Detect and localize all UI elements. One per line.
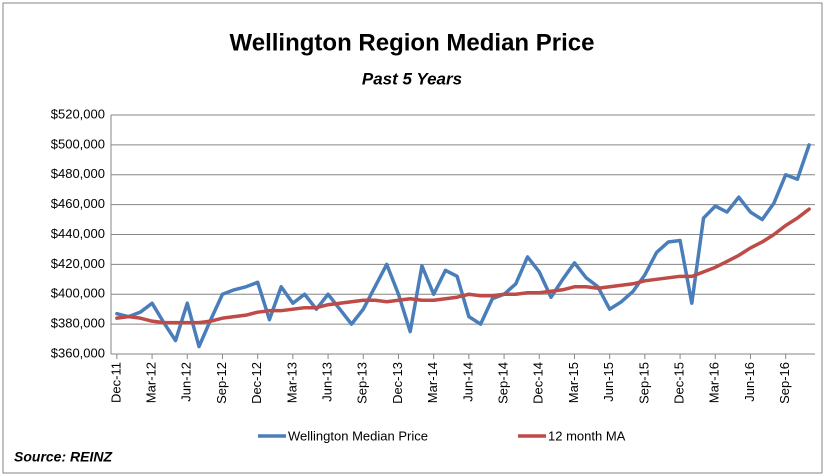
chart-title: Wellington Region Median Price: [230, 29, 595, 56]
x-tick-label: Jun-14: [460, 362, 475, 402]
x-tick-label: Mar-16: [707, 362, 722, 403]
x-tick-label: Sep-16: [777, 362, 792, 404]
x-tick-label: Dec-13: [390, 362, 405, 404]
x-tick-label: Mar-15: [566, 362, 581, 403]
x-tick-label: Jun-16: [742, 362, 757, 402]
x-tick-label: Sep-12: [214, 362, 229, 404]
y-tick-label: $460,000: [51, 196, 105, 211]
legend-label: 12 month MA: [548, 428, 626, 443]
source-note: Source: REINZ: [14, 449, 112, 465]
x-tick-label: Sep-14: [496, 362, 511, 404]
y-tick-label: $480,000: [51, 166, 105, 181]
x-tick-label: Dec-11: [108, 362, 123, 403]
y-tick-label: $360,000: [51, 345, 105, 360]
x-tick-label: Jun-15: [601, 362, 616, 402]
y-tick-label: $520,000: [51, 106, 105, 121]
x-tick-label: Mar-13: [284, 362, 299, 403]
data-line: [115, 207, 811, 325]
x-tick-label: Dec-12: [249, 362, 264, 404]
x-tick-label: Sep-15: [636, 362, 651, 404]
y-tick-label: $500,000: [51, 136, 105, 151]
x-tick-label: Mar-14: [425, 362, 440, 403]
y-tick-label: $440,000: [51, 226, 105, 241]
x-tick-label: Jun-12: [179, 362, 194, 402]
y-tick-label: $380,000: [51, 316, 105, 331]
y-tick-label: $400,000: [51, 286, 105, 301]
x-tick-label: Sep-13: [355, 362, 370, 404]
legend-label: Wellington Median Price: [288, 428, 428, 443]
y-tick-label: $420,000: [51, 256, 105, 271]
x-tick-label: Jun-13: [320, 362, 335, 402]
chart-subtitle: Past 5 Years: [362, 69, 462, 88]
x-tick-label: Dec-14: [531, 362, 546, 404]
x-tick-label: Mar-12: [144, 362, 159, 403]
x-tick-label: Dec-15: [672, 362, 687, 404]
